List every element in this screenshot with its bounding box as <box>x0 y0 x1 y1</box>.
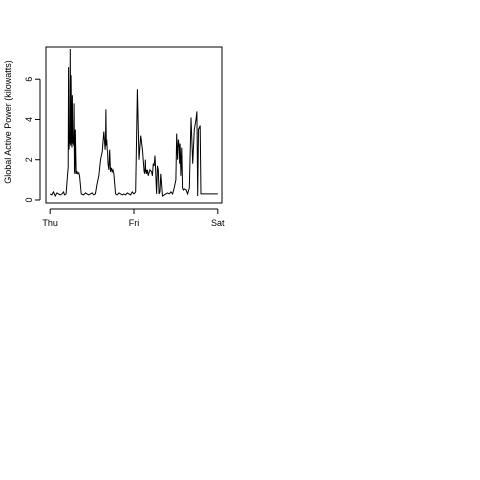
series-line-global-active-power <box>49 48 218 198</box>
plot-box <box>45 46 223 204</box>
y-tick-label: 0 <box>24 197 34 202</box>
y-axis-title: Global Active Power (kilowatts) <box>3 60 13 184</box>
x-tick-label: Thu <box>42 218 58 228</box>
y-axis: 0 2 4 6 <box>24 77 41 202</box>
y-tick-label: 2 <box>24 157 34 162</box>
y-tick-label: 4 <box>24 117 34 122</box>
y-tick-label: 6 <box>24 77 34 82</box>
x-tick-label: Sat <box>211 218 225 228</box>
x-tick-label: Fri <box>129 218 140 228</box>
x-axis: Thu Fri Sat <box>42 208 225 228</box>
